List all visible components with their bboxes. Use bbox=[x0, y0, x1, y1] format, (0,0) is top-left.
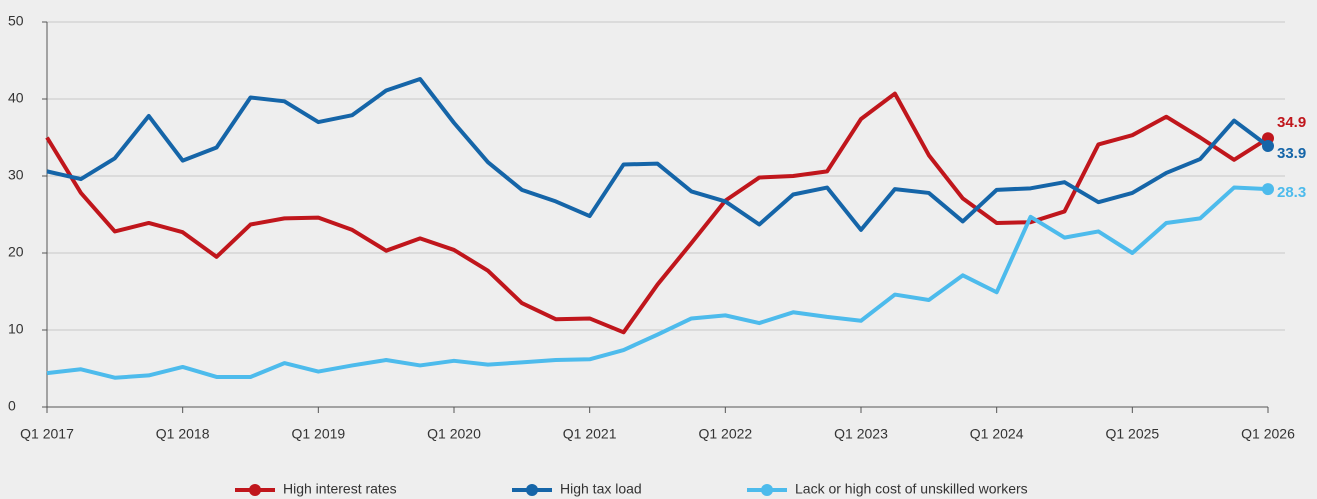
y-tick-label: 10 bbox=[8, 321, 24, 337]
x-tick-label: Q1 2021 bbox=[563, 426, 617, 442]
x-tick-label: Q1 2019 bbox=[291, 426, 345, 442]
x-tick-label: Q1 2024 bbox=[970, 426, 1024, 442]
series-line bbox=[46, 185, 1269, 380]
legend-dot bbox=[526, 484, 538, 496]
legend-label: High interest rates bbox=[283, 481, 397, 497]
legend-item: High tax load bbox=[512, 481, 642, 497]
legend-label: High tax load bbox=[560, 481, 642, 497]
legend-dot bbox=[761, 484, 773, 496]
end-marker bbox=[1262, 139, 1274, 152]
x-tick-label: Q1 2022 bbox=[698, 426, 752, 442]
legend-label: Lack or high cost of unskilled workers bbox=[795, 481, 1028, 497]
series-line bbox=[45, 91, 1270, 335]
y-tick-label: 30 bbox=[8, 167, 24, 183]
y-tick-label: 40 bbox=[8, 90, 24, 106]
series-line bbox=[46, 76, 1270, 232]
legend-dot bbox=[249, 484, 261, 496]
end-label: 34.9 bbox=[1277, 114, 1306, 131]
y-tick-label: 50 bbox=[8, 13, 24, 29]
end-label: 33.9 bbox=[1277, 145, 1306, 162]
y-tick-label: 20 bbox=[8, 244, 24, 260]
y-tick-label: 0 bbox=[8, 398, 16, 414]
x-tick-label: Q1 2025 bbox=[1105, 426, 1159, 442]
x-tick-label: Q1 2026 bbox=[1241, 426, 1295, 442]
x-tick-label: Q1 2017 bbox=[20, 426, 74, 442]
x-tick-label: Q1 2023 bbox=[834, 426, 888, 442]
x-tick-label: Q1 2018 bbox=[156, 426, 210, 442]
end-marker bbox=[1262, 183, 1274, 196]
legend-item: Lack or high cost of unskilled workers bbox=[747, 481, 1028, 497]
x-tick-label: Q1 2020 bbox=[427, 426, 481, 442]
legend-item: High interest rates bbox=[235, 481, 397, 497]
end-label: 28.3 bbox=[1277, 184, 1306, 201]
